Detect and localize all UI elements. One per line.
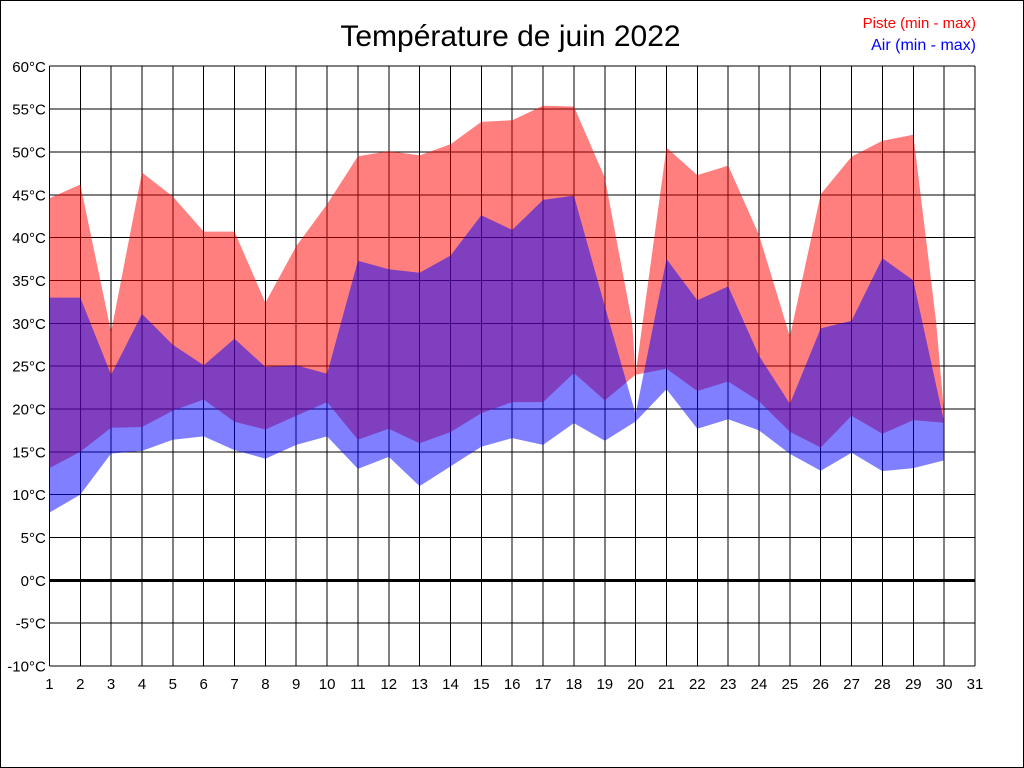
svg-text:17: 17 xyxy=(535,676,552,693)
svg-text:20°C: 20°C xyxy=(12,402,46,419)
svg-text:24: 24 xyxy=(751,676,768,693)
svg-text:27: 27 xyxy=(843,676,860,693)
svg-text:0°C: 0°C xyxy=(21,573,46,590)
svg-text:13: 13 xyxy=(411,676,428,693)
svg-text:55°C: 55°C xyxy=(12,102,46,119)
svg-text:3: 3 xyxy=(107,676,115,693)
svg-text:23: 23 xyxy=(720,676,737,693)
svg-text:-5°C: -5°C xyxy=(16,616,46,633)
svg-text:Température de juin 2022: Température de juin 2022 xyxy=(340,20,680,53)
svg-text:25°C: 25°C xyxy=(12,359,46,376)
svg-text:2: 2 xyxy=(76,676,84,693)
svg-text:45°C: 45°C xyxy=(12,187,46,204)
svg-text:25: 25 xyxy=(782,676,799,693)
svg-text:8: 8 xyxy=(261,676,269,693)
svg-text:15: 15 xyxy=(473,676,490,693)
svg-text:21: 21 xyxy=(658,676,675,693)
svg-text:11: 11 xyxy=(350,676,366,693)
svg-text:29: 29 xyxy=(905,676,922,693)
svg-text:30°C: 30°C xyxy=(12,316,46,333)
svg-text:4: 4 xyxy=(138,676,146,693)
svg-text:9: 9 xyxy=(292,676,300,693)
svg-text:16: 16 xyxy=(504,676,521,693)
svg-text:10: 10 xyxy=(319,676,336,693)
svg-text:28: 28 xyxy=(874,676,891,693)
svg-text:26: 26 xyxy=(812,676,829,693)
svg-text:19: 19 xyxy=(596,676,613,693)
svg-text:7: 7 xyxy=(230,676,238,693)
svg-text:1: 1 xyxy=(45,676,53,693)
svg-text:35°C: 35°C xyxy=(12,273,46,290)
svg-text:-10°C: -10°C xyxy=(7,659,46,676)
svg-text:12: 12 xyxy=(380,676,397,693)
svg-text:Air (min - max): Air (min - max) xyxy=(871,37,976,54)
svg-text:10°C: 10°C xyxy=(12,487,46,504)
svg-text:5: 5 xyxy=(169,676,177,693)
svg-text:14: 14 xyxy=(442,676,459,693)
svg-text:50°C: 50°C xyxy=(12,144,46,161)
svg-text:6: 6 xyxy=(200,676,208,693)
svg-text:Piste (min - max): Piste (min - max) xyxy=(863,15,976,32)
svg-text:30: 30 xyxy=(936,676,953,693)
svg-text:60°C: 60°C xyxy=(12,59,46,76)
svg-text:31: 31 xyxy=(967,676,984,693)
svg-text:40°C: 40°C xyxy=(12,230,46,247)
svg-text:22: 22 xyxy=(689,676,706,693)
svg-text:18: 18 xyxy=(566,676,583,693)
svg-text:15°C: 15°C xyxy=(12,444,46,461)
svg-text:5°C: 5°C xyxy=(21,530,46,547)
svg-text:20: 20 xyxy=(627,676,644,693)
